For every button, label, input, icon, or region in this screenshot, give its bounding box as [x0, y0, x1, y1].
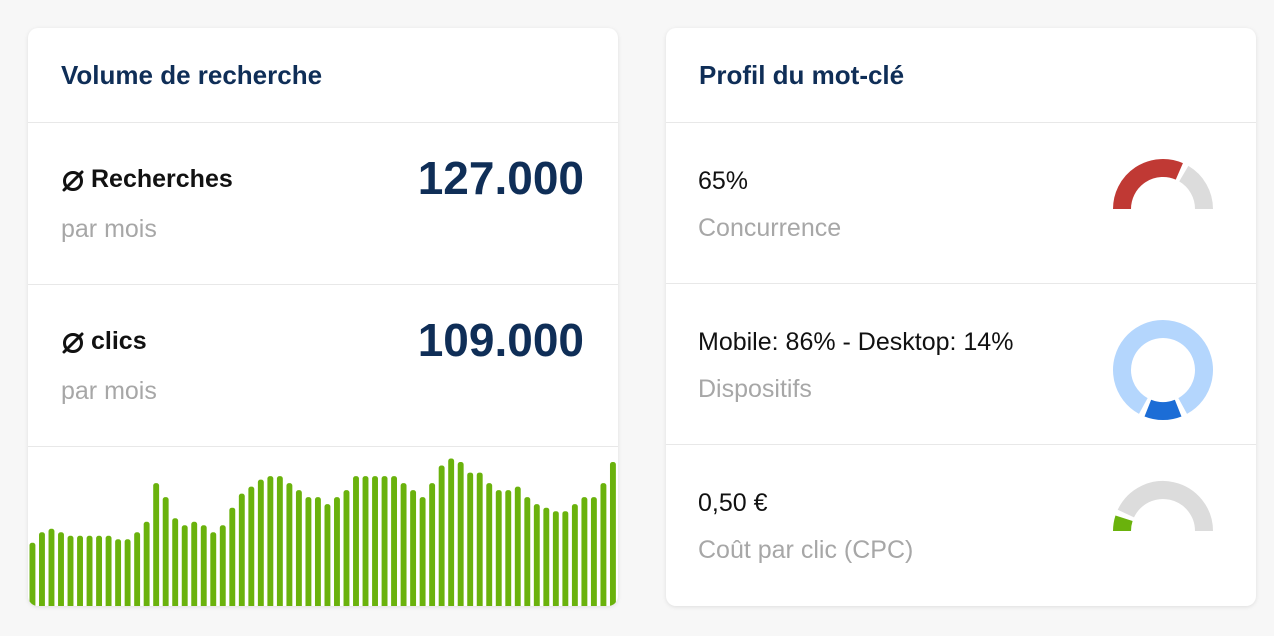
- clicks-label-text: clics: [91, 327, 147, 355]
- trend-bar: [229, 507, 236, 606]
- trend-bar: [562, 511, 569, 606]
- search-volume-header: Volume de recherche: [28, 28, 618, 123]
- trend-bar: [457, 462, 464, 606]
- average-icon: [62, 170, 84, 191]
- trend-bar: [267, 476, 274, 606]
- trend-bar: [609, 462, 616, 606]
- devices-donut: [1113, 320, 1213, 420]
- search-volume-title: Volume de recherche: [61, 59, 323, 90]
- trend-bar: [543, 507, 550, 606]
- trend-bar: [324, 504, 331, 606]
- trend-bar: [134, 532, 141, 606]
- trend-bar: [410, 490, 417, 606]
- cpc-gauge: [1113, 481, 1213, 532]
- cpc-value: 0,50 €: [698, 489, 768, 517]
- search-trend-chart: [29, 458, 616, 606]
- devices-desktop-arc: [1144, 399, 1182, 420]
- trend-bar: [191, 521, 198, 606]
- trend-bar: [67, 535, 74, 606]
- trend-bar: [353, 476, 359, 606]
- trend-bar: [124, 539, 131, 606]
- trend-bar: [391, 476, 398, 606]
- searches-row: Recherches par mois 127.000: [28, 123, 618, 285]
- trend-bar: [210, 532, 217, 606]
- devices-label: Dispositifs: [698, 375, 812, 403]
- trend-bar: [39, 532, 45, 606]
- trend-bar: [600, 483, 607, 606]
- trend-bar: [343, 490, 350, 606]
- trend-bar: [429, 483, 436, 606]
- trend-bar: [162, 497, 169, 606]
- searches-label-text: Recherches: [91, 165, 233, 193]
- trend-bar: [295, 490, 302, 606]
- trend-bar: [276, 476, 283, 606]
- trend-bar: [29, 542, 36, 606]
- average-icon: [62, 332, 84, 353]
- clicks-label: clics: [60, 327, 147, 356]
- keyword-profile-card: Profil du mot-clé 65% Concurrence Mobile…: [666, 28, 1256, 606]
- trend-bar: [590, 497, 597, 606]
- trend-bar: [86, 535, 93, 606]
- devices-row: Mobile: 86% - Desktop: 14% Dispositifs: [666, 284, 1256, 445]
- clicks-row: clics par mois 109.000: [28, 285, 618, 447]
- competition-gauge: [1113, 159, 1213, 210]
- trend-bar: [448, 458, 455, 606]
- trend-bar: [495, 490, 502, 606]
- trend-bar: [305, 497, 312, 606]
- trend-bar: [181, 525, 188, 606]
- trend-bar: [476, 472, 483, 606]
- trend-bar: [257, 479, 264, 606]
- trend-bar: [115, 539, 122, 606]
- cpc-row: 0,50 € Coût par clic (CPC): [666, 445, 1256, 606]
- cpc-value-arc: [1113, 515, 1133, 532]
- trend-bar: [372, 476, 378, 606]
- trend-bar: [524, 497, 531, 606]
- trend-bar: [58, 532, 64, 606]
- trend-bar: [505, 490, 512, 606]
- competition-track-arc: [1178, 165, 1213, 210]
- clicks-value: 109.000: [417, 314, 584, 366]
- trend-bar: [105, 535, 112, 606]
- keyword-profile-header: Profil du mot-clé: [666, 28, 1256, 123]
- trend-bar: [581, 497, 588, 606]
- search-volume-card: Volume de recherche Recherches par mois …: [28, 28, 618, 606]
- trend-bar: [552, 511, 559, 606]
- trend-bar: [143, 521, 150, 606]
- trend-bar: [48, 528, 55, 606]
- cpc-track-arc: [1117, 481, 1213, 532]
- devices-mobile-arc: [1113, 320, 1213, 414]
- trend-bar: [334, 497, 340, 606]
- searches-period: par mois: [61, 215, 157, 243]
- trend-bar: [172, 518, 179, 606]
- clicks-period: par mois: [61, 377, 157, 405]
- trend-bar: [362, 476, 369, 606]
- keyword-profile-title: Profil du mot-clé: [699, 59, 905, 90]
- trend-bar: [533, 504, 540, 606]
- trend-bar: [200, 525, 207, 606]
- searches-label: Recherches: [60, 165, 233, 194]
- trend-bar: [286, 483, 293, 606]
- trend-bar: [219, 525, 226, 606]
- trend-bar: [400, 483, 407, 606]
- trend-bar: [514, 486, 521, 606]
- trend-bar: [438, 465, 445, 606]
- trend-bar: [238, 493, 245, 606]
- competition-row: 65% Concurrence: [666, 123, 1256, 284]
- cpc-label: Coût par clic (CPC): [698, 536, 914, 564]
- devices-value: Mobile: 86% - Desktop: 14%: [698, 328, 1014, 356]
- trend-bar: [381, 476, 388, 606]
- trend-bar: [153, 483, 160, 606]
- trend-bar: [467, 472, 474, 606]
- trend-bar: [314, 497, 321, 606]
- trend-bar: [77, 535, 83, 606]
- trend-bar: [248, 486, 255, 606]
- searches-value: 127.000: [417, 152, 584, 204]
- trend-bar: [96, 535, 103, 606]
- competition-value-arc: [1113, 159, 1183, 210]
- trend-bar: [419, 497, 426, 606]
- trend-bar: [486, 483, 493, 606]
- competition-label: Concurrence: [698, 214, 842, 242]
- trend-bar: [571, 504, 578, 606]
- competition-value: 65%: [698, 167, 749, 195]
